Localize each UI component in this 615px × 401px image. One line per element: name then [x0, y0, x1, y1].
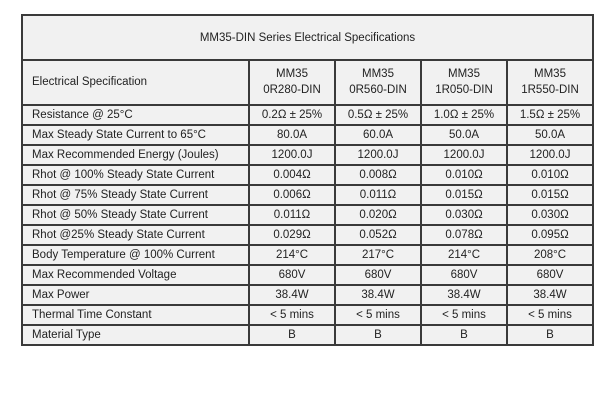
- spec-value: < 5 mins: [506, 304, 594, 326]
- table-title: MM35-DIN Series Electrical Specification…: [21, 14, 594, 61]
- spec-value: 80.0A: [248, 124, 336, 146]
- spec-label: Resistance @ 25°C: [21, 104, 250, 126]
- model-part-number: 0R280-DIN: [263, 83, 321, 96]
- spec-label: Max Recommended Energy (Joules): [21, 144, 250, 166]
- spec-value: 1200.0J: [506, 144, 594, 166]
- table-row-max-recommended-voltage: Max Recommended Voltage 680V 680V 680V 6…: [21, 264, 594, 286]
- model-part-number: 0R560-DIN: [349, 83, 407, 96]
- spec-label: Max Power: [21, 284, 250, 306]
- spec-value: B: [248, 324, 336, 346]
- spec-value: < 5 mins: [248, 304, 336, 326]
- spec-value: 0.015Ω: [420, 184, 508, 206]
- table-header-row: Electrical Specification MM35 0R280-DIN …: [21, 59, 594, 106]
- spec-value: 214°C: [248, 244, 336, 266]
- spec-value: B: [334, 324, 422, 346]
- spec-label: Body Temperature @ 100% Current: [21, 244, 250, 266]
- spec-value: 680V: [506, 264, 594, 286]
- model-series: MM35: [448, 67, 480, 80]
- table-row-material-type: Material Type B B B B: [21, 324, 594, 346]
- spec-value: 0.020Ω: [334, 204, 422, 226]
- spec-value: 217°C: [334, 244, 422, 266]
- spec-value: 1.0Ω ± 25%: [420, 104, 508, 126]
- spec-value: 680V: [248, 264, 336, 286]
- spec-label: Rhot @25% Steady State Current: [21, 224, 250, 246]
- model-part-number: 1R050-DIN: [435, 83, 493, 96]
- table-row-body-temperature: Body Temperature @ 100% Current 214°C 21…: [21, 244, 594, 266]
- spec-value: 0.004Ω: [248, 164, 336, 186]
- spec-value: 0.010Ω: [420, 164, 508, 186]
- spec-value: 38.4W: [248, 284, 336, 306]
- spec-label: Material Type: [21, 324, 250, 346]
- column-header-model-3: MM35 1R050-DIN: [420, 59, 508, 106]
- spec-value: 60.0A: [334, 124, 422, 146]
- model-series: MM35: [534, 67, 566, 80]
- spec-value: 0.029Ω: [248, 224, 336, 246]
- model-series: MM35: [276, 67, 308, 80]
- spec-value: < 5 mins: [334, 304, 422, 326]
- spec-label: Max Recommended Voltage: [21, 264, 250, 286]
- model-part-number: 1R550-DIN: [521, 83, 579, 96]
- spec-value: 680V: [334, 264, 422, 286]
- spec-value: < 5 mins: [420, 304, 508, 326]
- table-row-max-steady-state-current: Max Steady State Current to 65°C 80.0A 6…: [21, 124, 594, 146]
- spec-value: 0.010Ω: [506, 164, 594, 186]
- column-header-model-4: MM35 1R550-DIN: [506, 59, 594, 106]
- spec-label: Rhot @ 100% Steady State Current: [21, 164, 250, 186]
- spec-value: 1200.0J: [248, 144, 336, 166]
- spec-value: B: [420, 324, 508, 346]
- spec-value: 0.006Ω: [248, 184, 336, 206]
- spec-value: 0.011Ω: [334, 184, 422, 206]
- table-row-resistance: Resistance @ 25°C 0.2Ω ± 25% 0.5Ω ± 25% …: [21, 104, 594, 126]
- spec-value: 50.0A: [506, 124, 594, 146]
- table-row-thermal-time-constant: Thermal Time Constant < 5 mins < 5 mins …: [21, 304, 594, 326]
- spec-value: 1200.0J: [334, 144, 422, 166]
- spec-value: 0.030Ω: [506, 204, 594, 226]
- spec-value: 0.015Ω: [506, 184, 594, 206]
- spec-value: 1200.0J: [420, 144, 508, 166]
- table-row-max-recommended-energy: Max Recommended Energy (Joules) 1200.0J …: [21, 144, 594, 166]
- spec-label: Rhot @ 50% Steady State Current: [21, 204, 250, 226]
- spec-value: 50.0A: [420, 124, 508, 146]
- spec-value: 1.5Ω ± 25%: [506, 104, 594, 126]
- spec-value: B: [506, 324, 594, 346]
- column-header-model-1: MM35 0R280-DIN: [248, 59, 336, 106]
- spec-value: 208°C: [506, 244, 594, 266]
- spec-value: 214°C: [420, 244, 508, 266]
- spec-value: 680V: [420, 264, 508, 286]
- spec-label: Max Steady State Current to 65°C: [21, 124, 250, 146]
- spec-value: 0.030Ω: [420, 204, 508, 226]
- spec-value: 0.078Ω: [420, 224, 508, 246]
- electrical-specifications-table: MM35-DIN Series Electrical Specification…: [21, 14, 594, 346]
- table-row-rhot-25: Rhot @25% Steady State Current 0.029Ω 0.…: [21, 224, 594, 246]
- spec-label: Thermal Time Constant: [21, 304, 250, 326]
- spec-value: 38.4W: [506, 284, 594, 306]
- spec-value: 0.5Ω ± 25%: [334, 104, 422, 126]
- model-series: MM35: [362, 67, 394, 80]
- table-row-rhot-100: Rhot @ 100% Steady State Current 0.004Ω …: [21, 164, 594, 186]
- spec-value: 0.011Ω: [248, 204, 336, 226]
- spec-label: Rhot @ 75% Steady State Current: [21, 184, 250, 206]
- table-title-row: MM35-DIN Series Electrical Specification…: [21, 14, 594, 61]
- spec-value: 0.008Ω: [334, 164, 422, 186]
- spec-value: 38.4W: [420, 284, 508, 306]
- spec-value: 0.2Ω ± 25%: [248, 104, 336, 126]
- column-header-spec: Electrical Specification: [21, 59, 250, 106]
- table-row-max-power: Max Power 38.4W 38.4W 38.4W 38.4W: [21, 284, 594, 306]
- spec-value: 0.095Ω: [506, 224, 594, 246]
- table-row-rhot-50: Rhot @ 50% Steady State Current 0.011Ω 0…: [21, 204, 594, 226]
- table-row-rhot-75: Rhot @ 75% Steady State Current 0.006Ω 0…: [21, 184, 594, 206]
- spec-value: 38.4W: [334, 284, 422, 306]
- spec-value: 0.052Ω: [334, 224, 422, 246]
- column-header-model-2: MM35 0R560-DIN: [334, 59, 422, 106]
